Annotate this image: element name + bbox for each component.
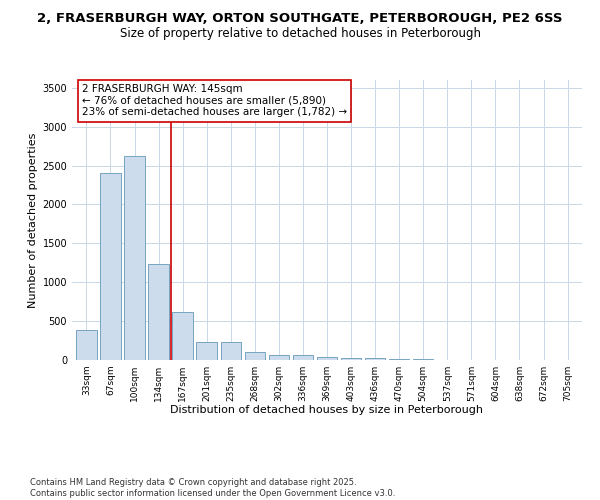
Bar (341, 358, 361, 360)
Bar (245, 352, 265, 360)
Y-axis label: Number of detached properties: Number of detached properties (28, 132, 38, 308)
Bar (317, 357, 337, 360)
Bar (293, 355, 313, 360)
Bar (100, 174, 121, 360)
Bar (172, 312, 193, 360)
Bar (124, 156, 145, 360)
Bar (365, 358, 385, 360)
Bar (76, 330, 97, 360)
Bar (196, 342, 217, 360)
Bar (221, 342, 241, 360)
Text: 2 FRASERBURGH WAY: 145sqm
← 76% of detached houses are smaller (5,890)
23% of se: 2 FRASERBURGH WAY: 145sqm ← 76% of detac… (82, 84, 347, 117)
Text: 2, FRASERBURGH WAY, ORTON SOUTHGATE, PETERBOROUGH, PE2 6SS: 2, FRASERBURGH WAY, ORTON SOUTHGATE, PET… (37, 12, 563, 26)
Bar (389, 359, 409, 360)
Text: Contains HM Land Registry data © Crown copyright and database right 2025.
Contai: Contains HM Land Registry data © Crown c… (30, 478, 395, 498)
Bar (269, 355, 289, 360)
X-axis label: Distribution of detached houses by size in Peterborough: Distribution of detached houses by size … (170, 406, 484, 415)
Text: Size of property relative to detached houses in Peterborough: Size of property relative to detached ho… (119, 28, 481, 40)
Bar (148, 264, 169, 360)
